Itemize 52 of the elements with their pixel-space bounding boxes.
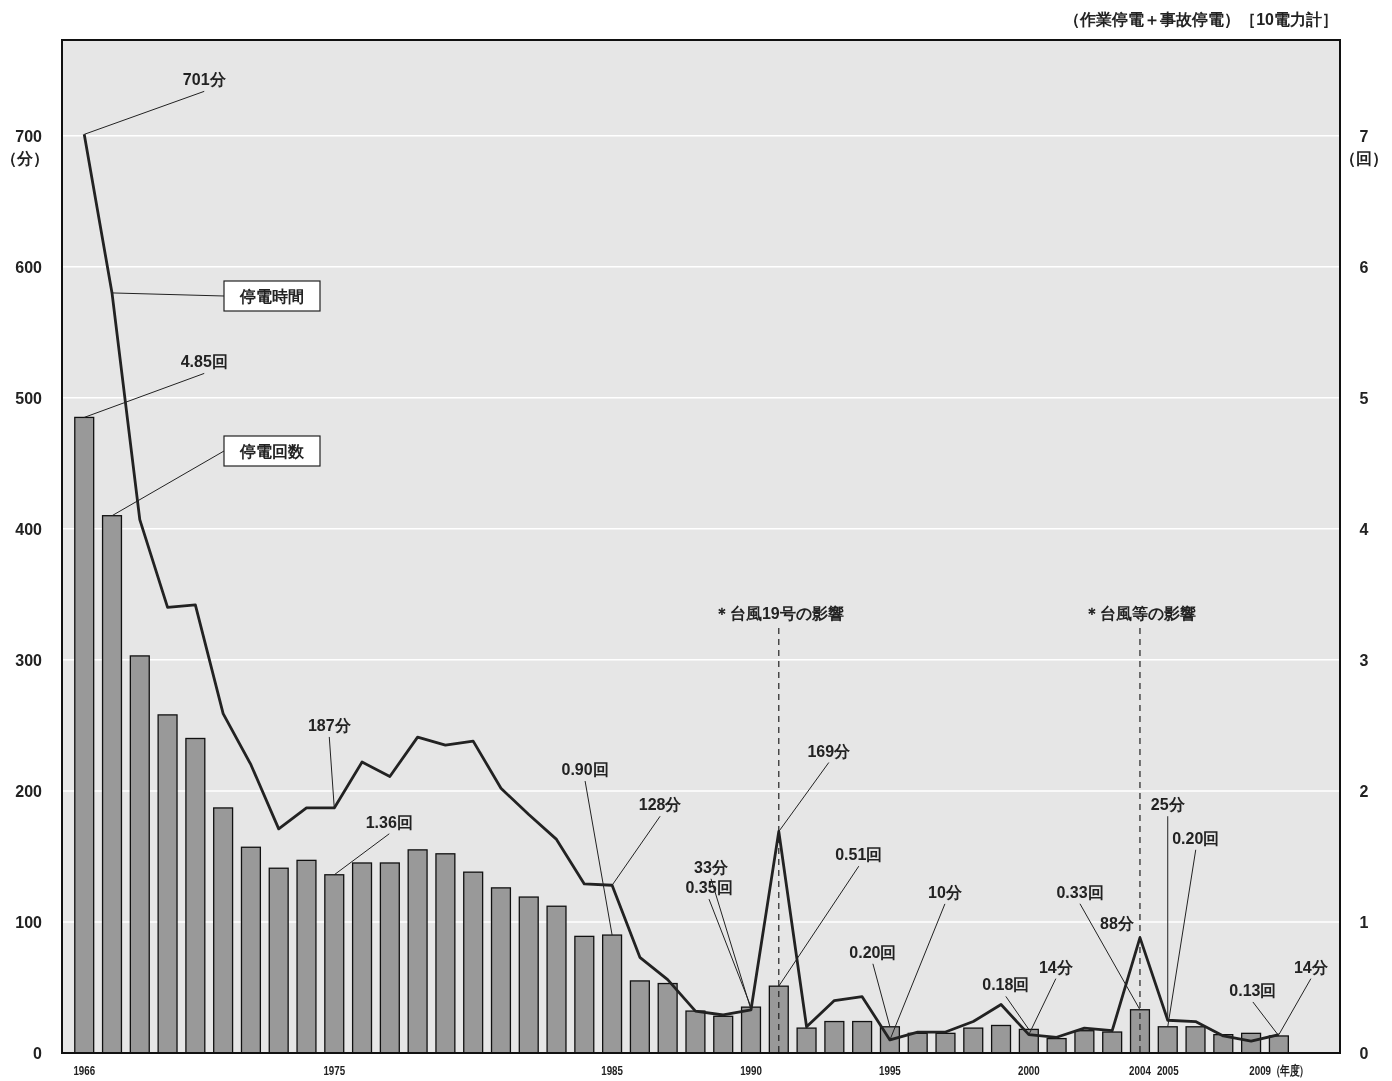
data-label: 25分 xyxy=(1150,796,1186,814)
ref-line-label: ＊台風等の影響 xyxy=(1083,605,1196,622)
x-tick-label: 1966 xyxy=(73,1063,96,1078)
data-label: 88分 xyxy=(1100,914,1135,932)
y2-tick-label: 0 xyxy=(1359,1045,1369,1062)
y-tick-label: 600 xyxy=(15,258,43,276)
text: 停電時間 xyxy=(239,288,304,305)
y-axis-title: （分） xyxy=(1,149,49,168)
data-label: 187分 xyxy=(307,716,352,734)
data-label: 14分 xyxy=(1293,958,1329,976)
x-tick-label: 1975 xyxy=(323,1063,346,1078)
data-label: 10分 xyxy=(928,883,963,901)
y-tick-label: 100 xyxy=(15,913,43,931)
data-label: 128分 xyxy=(638,796,683,814)
data-label: 33分 xyxy=(694,858,729,876)
data-label: 0.33回 xyxy=(1056,883,1104,901)
data-label: 169分 xyxy=(807,742,852,760)
x-tick-label: 2004 xyxy=(1129,1063,1152,1078)
y2-tick-label: 3 xyxy=(1359,651,1369,669)
y-tick-label: 400 xyxy=(15,520,43,538)
data-label: 0.35回 xyxy=(685,879,733,897)
data-label: 1.36回 xyxy=(365,813,413,831)
x-tick-label: 1990 xyxy=(740,1063,762,1078)
data-label: 0.90回 xyxy=(561,761,609,779)
y2-tick-label: 2 xyxy=(1359,782,1369,800)
y-tick-label: 0 xyxy=(33,1045,43,1062)
y2-tick-label: 7 xyxy=(1359,127,1369,145)
y2-axis-title: （回） xyxy=(1340,149,1388,168)
data-label: 0.20回 xyxy=(1172,829,1220,847)
y2-tick-label: 4 xyxy=(1359,520,1369,538)
y2-tick-label: 1 xyxy=(1359,913,1369,931)
ref-line-label: ＊台風19号の影響 xyxy=(713,605,844,622)
data-label: 0.13回 xyxy=(1229,981,1277,999)
x-tick-label: 2000 xyxy=(1017,1063,1040,1078)
y-tick-label: 500 xyxy=(15,389,43,407)
y-tick-label: 700 xyxy=(15,127,43,145)
y-tick-label: 300 xyxy=(15,651,43,669)
y2-tick-label: 6 xyxy=(1359,258,1369,276)
data-label: 0.51回 xyxy=(835,846,883,864)
data-label: 14分 xyxy=(1038,958,1074,976)
data-label: 0.20回 xyxy=(849,943,897,961)
data-label: 701分 xyxy=(182,71,227,89)
text: 停電回数 xyxy=(239,443,305,460)
data-label: 4.85回 xyxy=(180,353,228,371)
y2-tick-label: 5 xyxy=(1359,389,1369,407)
x-tick-label: 2009（年度） xyxy=(1249,1063,1309,1079)
x-tick-label: 1985 xyxy=(601,1063,624,1078)
chart-title: （作業停電＋事故停電）［10電力計］ xyxy=(1064,11,1338,29)
data-label: 0.18回 xyxy=(982,976,1030,994)
x-tick-label: 1995 xyxy=(879,1063,902,1078)
y-tick-label: 200 xyxy=(15,782,43,800)
x-tick-label: 2005 xyxy=(1156,1063,1180,1078)
